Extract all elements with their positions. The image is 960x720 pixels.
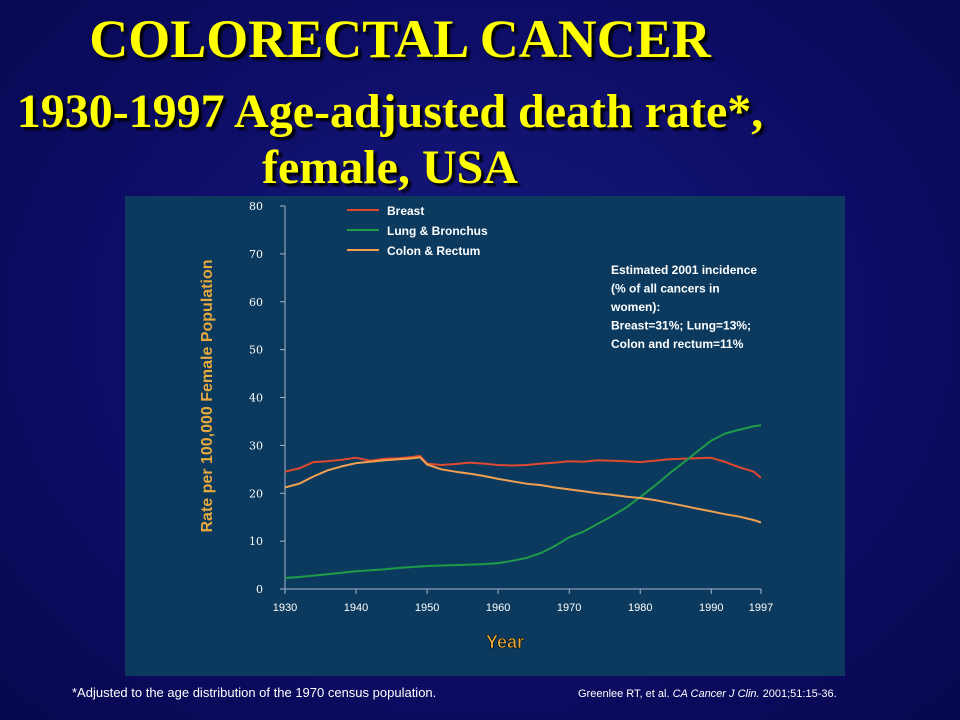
citation-authors: Greenlee RT, et al. <box>578 688 670 700</box>
annotation-line: women): <box>610 300 660 314</box>
x-tick-label: 1980 <box>628 602 652 614</box>
y-tick-label: 80 <box>249 200 263 213</box>
footnote: *Adjusted to the age distribution of the… <box>72 685 437 700</box>
y-tick-label: 40 <box>249 392 263 405</box>
x-tick-label: 1940 <box>344 602 368 614</box>
x-tick-label: 1990 <box>699 602 723 614</box>
title-line-1: COLORECTAL CANCER <box>89 9 711 69</box>
x-tick-label: 1997 <box>749 602 773 614</box>
y-tick-label: 50 <box>249 344 263 357</box>
y-axis-title: Rate per 100,000 Female Population <box>199 260 216 533</box>
y-tick-label: 60 <box>249 296 263 309</box>
annotation-line: Breast=31%; Lung=13%; <box>611 319 751 333</box>
y-tick-label: 10 <box>249 535 263 548</box>
x-tick-label: 1950 <box>415 602 439 614</box>
y-tick-label: 70 <box>249 248 263 261</box>
y-tick-label: 20 <box>249 487 263 500</box>
legend-label: Lung & Bronchus <box>387 224 488 238</box>
x-tick-label: 1960 <box>486 602 510 614</box>
y-tick-label: 0 <box>256 583 263 596</box>
series-line-1 <box>284 454 762 479</box>
series-line-3 <box>284 456 762 524</box>
legend-label: Breast <box>387 204 424 218</box>
annotation-line: Colon and rectum=11% <box>611 337 744 351</box>
title-line-3: female, USA <box>262 141 518 194</box>
line-chart: 0 10 20 30 40 50 60 70 80 1930 1940 1950 1960 1970 198… <box>199 200 773 652</box>
legend-label: Colon & Rectum <box>387 244 480 258</box>
citation-journal: CA Cancer J Clin. <box>672 688 760 700</box>
citation-details: 2001;51:15-36. <box>762 688 837 700</box>
chart-panel: 0 10 20 30 40 50 60 70 80 1930 1940 1950 1960 1970 198… <box>125 196 845 676</box>
x-axis-title: Year <box>486 632 524 652</box>
x-tick-label: 1970 <box>557 602 581 614</box>
citation: Greenlee RT, et al. CA Cancer J Clin. 20… <box>578 688 837 700</box>
annotation-line: (% of all cancers in <box>611 282 720 296</box>
annotation-line: Estimated 2001 incidence <box>611 263 757 277</box>
y-tick-label: 30 <box>249 439 263 452</box>
series-line-2 <box>284 424 762 579</box>
x-tick-label: 1930 <box>273 602 297 614</box>
title-line-2: 1930-1997 Age-adjusted death rate*, <box>16 85 764 138</box>
